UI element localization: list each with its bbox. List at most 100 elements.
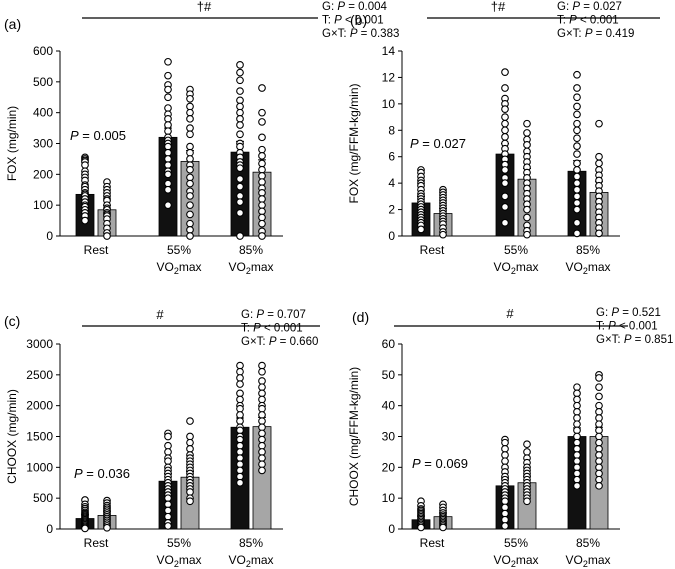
y-tick-label: 400 (33, 106, 53, 120)
x-tick-label: VO2max (156, 260, 201, 276)
data-point (186, 201, 194, 210)
data-point (573, 426, 581, 435)
data-point (236, 121, 244, 129)
data-point (236, 68, 244, 77)
data-point (236, 232, 244, 240)
y-tick-label: 2 (388, 203, 395, 217)
data-point (258, 389, 266, 398)
data-point (258, 460, 266, 469)
data-point (573, 229, 581, 238)
data-point (258, 383, 266, 392)
data-point (501, 457, 509, 466)
y-tick-label: 6 (388, 150, 395, 164)
y-tick-label: 40 (382, 399, 396, 413)
data-point (186, 444, 194, 453)
data-point (186, 124, 194, 132)
data-point (236, 114, 244, 123)
data-point (501, 438, 509, 447)
data-point (573, 481, 581, 490)
data-point (523, 213, 531, 222)
data-point (573, 179, 581, 187)
x-tick-label: 85% (576, 243, 600, 257)
data-point (501, 509, 509, 518)
stats-line: G: P = 0.027 (557, 1, 622, 13)
x-tick-label: VO2max (156, 553, 201, 569)
data-point (236, 367, 244, 376)
data-point (417, 523, 425, 532)
data-point (258, 165, 266, 174)
data-point (595, 119, 603, 128)
data-point (573, 389, 581, 398)
data-point (258, 159, 266, 168)
data-point (236, 61, 244, 69)
data-point (186, 108, 194, 117)
data-point (164, 155, 172, 163)
data-point (501, 105, 509, 113)
data-point (164, 506, 172, 515)
data-point (236, 426, 244, 435)
stats-line: G: P = 0.521 (596, 307, 661, 319)
data-point (258, 201, 266, 210)
data-point (573, 420, 581, 429)
data-point (258, 133, 266, 142)
data-point (573, 469, 581, 478)
y-axis-label: FOX (mg/min) (5, 106, 19, 181)
data-point (258, 361, 266, 370)
y-tick-label: 600 (33, 44, 53, 58)
y-tick-label: 10 (382, 491, 396, 505)
x-tick-label: VO2max (565, 260, 610, 276)
data-point (236, 198, 244, 206)
data-point (236, 380, 244, 388)
data-point (595, 451, 603, 459)
data-point (164, 441, 172, 450)
data-point (236, 460, 244, 469)
data-point (439, 523, 447, 532)
y-tick-label: 2000 (26, 399, 53, 413)
data-point (501, 113, 509, 121)
data-point (595, 383, 603, 392)
data-point (573, 159, 581, 168)
data-point (164, 448, 172, 456)
data-point (595, 414, 603, 422)
data-point (573, 126, 581, 135)
data-point (501, 497, 509, 506)
data-point (573, 463, 581, 472)
data-point (501, 179, 509, 187)
y-tick-label: 14 (382, 44, 396, 58)
x-tick-label: Rest (420, 243, 445, 257)
data-point (258, 435, 266, 444)
panel-c: (c) 0 500 1000 1500 2000 2500 3000 CHOOX (mg/min… (4, 307, 320, 569)
data-point (186, 155, 194, 163)
stats-line: T: P < 0.001 (241, 323, 303, 335)
data-point (501, 515, 509, 524)
data-point (573, 142, 581, 150)
y-tick-label: 0 (46, 522, 53, 536)
data-point (164, 71, 172, 80)
data-point (236, 209, 244, 217)
data-point (258, 466, 266, 475)
data-point (186, 173, 194, 182)
y-tick-label: 1000 (26, 460, 53, 474)
x-tick-label: 55% (504, 243, 528, 257)
x-tick-label: Rest (420, 536, 445, 550)
data-point (258, 367, 266, 376)
data-point (573, 475, 581, 484)
data-point (186, 488, 194, 496)
data-point (236, 361, 244, 370)
y-tick-label: 10 (382, 97, 396, 111)
data-point (164, 179, 172, 188)
data-point (595, 407, 603, 416)
data-point (236, 395, 244, 404)
data-point (236, 478, 244, 487)
data-point (236, 374, 244, 382)
x-tick-label: VO2max (493, 260, 538, 276)
data-point (258, 207, 266, 216)
data-point (501, 68, 509, 76)
data-point (573, 444, 581, 453)
x-tick-label: 85% (239, 243, 263, 257)
data-point (236, 454, 244, 462)
data-point (595, 401, 603, 410)
data-point (81, 524, 89, 533)
